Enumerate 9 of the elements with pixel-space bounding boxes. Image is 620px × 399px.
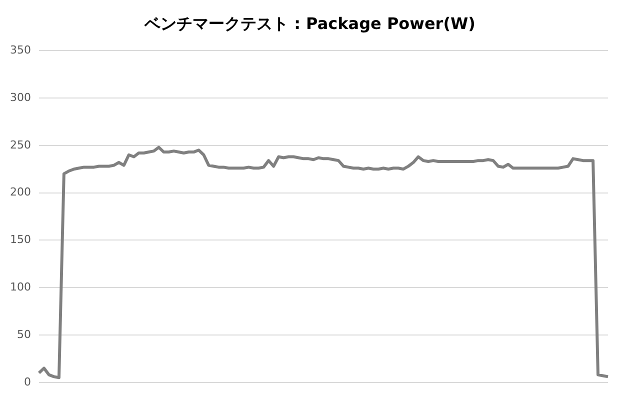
y-tick-label: 100 [10,280,31,294]
y-tick-label: 150 [10,233,31,246]
y-tick-label: 350 [10,43,31,56]
y-tick-label: 250 [10,138,31,152]
y-tick-label: 50 [16,328,31,341]
y-tick-label: 300 [10,90,31,104]
y-tick-label: 200 [10,186,31,199]
chart-title: ベンチマークテスト : Package Power(W) [143,14,476,35]
y-tick-label: 0 [24,375,31,388]
